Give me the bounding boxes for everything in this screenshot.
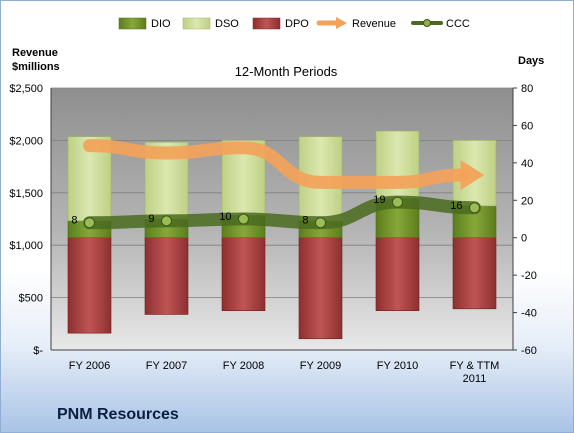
left-tick-label: $1,500: [9, 188, 43, 200]
x-tick-label: FY 2009: [300, 360, 341, 372]
ccc-point: [161, 215, 172, 227]
bar-group: [67, 130, 497, 340]
right-tick-label: -60: [521, 345, 537, 357]
right-tick-label: 80: [521, 83, 533, 95]
x-tick-label: FY 2010: [377, 360, 418, 372]
right-axis-title: Days: [518, 55, 544, 67]
left-tick-label: $500: [19, 293, 43, 305]
ccc-line: [83, 195, 481, 230]
legend-arrow-icon: [316, 17, 347, 29]
revenue-line: [83, 139, 469, 189]
bar-dpo: [221, 237, 266, 311]
legend-swatch-dso: [182, 17, 211, 30]
right-tick-label: 20: [521, 195, 533, 207]
right-tick-label: -20: [521, 270, 537, 282]
legend-line-icon: [411, 19, 443, 27]
left-axis-title-line1: Revenue: [12, 47, 58, 59]
x-tick-label: 2011: [463, 373, 487, 385]
legend-swatch-dpo: [252, 17, 281, 30]
right-tick-label: -40: [521, 308, 537, 320]
legend-label-ccc: CCC: [446, 18, 470, 30]
axes: $- $500 $1,000 $1,500 $2,000 $2,500 -60 -40 -20 0…: [9, 83, 537, 385]
ccc-data-label: 19: [373, 194, 385, 206]
bar-dpo: [452, 237, 497, 310]
revenue-series: [83, 139, 485, 190]
left-tick-label: $2,500: [9, 83, 43, 95]
left-tick-label: $1,000: [9, 240, 43, 252]
x-tick-label: FY & TTM: [450, 360, 500, 372]
legend-label-revenue: Revenue: [352, 18, 396, 30]
bar-dpo: [375, 237, 420, 311]
bar-dpo: [298, 237, 343, 340]
ccc-point: [392, 196, 403, 208]
right-tick-label: 0: [521, 233, 527, 245]
chart-title: 12-Month Periods: [235, 64, 338, 79]
x-tick-label: FY 2008: [223, 360, 264, 372]
legend-label-dso: DSO: [215, 18, 239, 30]
left-tick-label: $-: [33, 345, 43, 357]
ccc-data-label: 8: [302, 215, 308, 227]
revenue-arrowhead: [460, 159, 485, 190]
ccc-series: 8 9 10 8 19 16: [71, 194, 481, 230]
left-axis-title-line2: $millions: [12, 61, 60, 73]
legend-label-dpo: DPO: [285, 18, 309, 30]
x-tick-label: FY 2007: [146, 360, 187, 372]
ccc-point: [84, 217, 95, 229]
bar-dpo: [144, 237, 189, 315]
legend: DIO DSO DPO Revenue CCC: [118, 17, 470, 30]
x-tick-label: FY 2006: [69, 360, 110, 372]
ccc-point: [315, 217, 326, 229]
right-tick-label: 60: [521, 120, 533, 132]
legend-swatch-dio: [118, 17, 147, 30]
ccc-data-label: 10: [219, 211, 231, 223]
legend-label-dio: DIO: [151, 18, 171, 30]
ccc-point: [238, 213, 249, 225]
bar-dpo: [67, 237, 112, 334]
ccc-point: [469, 202, 480, 214]
company-name: PNM Resources: [57, 406, 179, 423]
right-tick-label: 40: [521, 158, 533, 170]
ccc-data-label: 8: [71, 215, 77, 227]
ccc-data-label: 9: [148, 213, 154, 225]
ccc-data-label: 16: [450, 200, 462, 212]
left-tick-label: $2,000: [9, 135, 43, 147]
